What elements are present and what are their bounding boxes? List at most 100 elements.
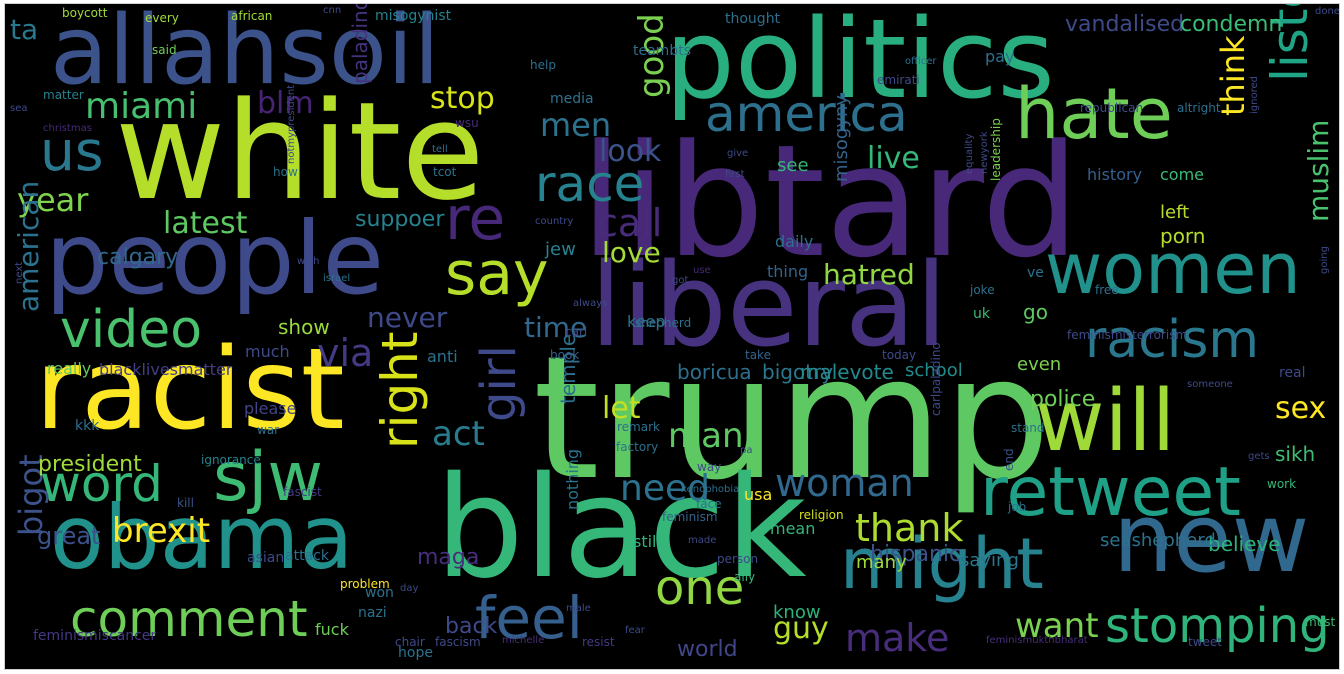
word-must: must	[1305, 615, 1336, 629]
word-person: person	[717, 552, 759, 566]
word-school: school	[905, 360, 963, 381]
word-police: police	[1030, 387, 1096, 412]
word-one: one	[655, 560, 745, 616]
word-fascism: fascism	[435, 635, 481, 649]
word-religion: religion	[799, 508, 844, 522]
word-mean: mean	[770, 519, 816, 538]
word-way: way	[697, 460, 722, 474]
word-great: great	[37, 522, 101, 550]
word-said: said	[152, 43, 177, 57]
word-ignored: ignored	[1249, 76, 1260, 114]
word-bigotry: bigotry	[762, 360, 834, 384]
word-carlpaladino: carlpaladino	[929, 342, 943, 416]
word-president: president	[38, 452, 142, 477]
word-thank: thank	[855, 506, 964, 550]
word-time: time	[524, 311, 588, 344]
word-woman: woman	[775, 461, 914, 505]
word-misogynist: misogynist	[375, 8, 452, 24]
word-stop: stop	[430, 81, 495, 116]
word-going: going	[1319, 246, 1330, 274]
word-say: say	[445, 239, 549, 309]
word-end: end	[1002, 448, 1016, 471]
word-seashepherd: seashepherd	[1100, 530, 1216, 551]
word-xenophobia: xenophobia	[681, 484, 740, 495]
word-won: won	[365, 585, 394, 601]
word-still: still	[633, 532, 661, 551]
word-michelle: michelle	[502, 635, 545, 646]
word-fascist: fascist	[283, 485, 322, 499]
word-carl: carl	[565, 325, 588, 339]
word-muslim: muslim	[1302, 119, 1335, 222]
word-vandalised: vandalised	[1065, 12, 1185, 37]
word-right: right	[371, 331, 429, 449]
word-let: let	[602, 391, 641, 426]
word-equality: equality	[964, 133, 975, 174]
word-cloud: trump libtard white black politics liberal rac…	[4, 3, 1340, 670]
word-race: race	[535, 155, 645, 213]
word-blacklivesmatter: blacklivesmatter	[99, 360, 233, 379]
word-back: back	[445, 614, 498, 639]
word-sea: sea	[10, 103, 28, 114]
word-word: word	[40, 455, 163, 513]
word-never: never	[367, 301, 448, 334]
word-nothing: nothing	[563, 448, 582, 510]
word-kill: kill	[177, 496, 194, 510]
word-how: how	[273, 165, 298, 179]
word-via: via	[317, 331, 374, 375]
word-trump: trump	[533, 320, 1051, 518]
word-today: today	[882, 348, 917, 362]
word-retweet: retweet	[980, 453, 1241, 532]
word-condemn: condemn	[1180, 12, 1283, 37]
word-obama: obama	[50, 486, 354, 589]
word-saying: saying	[960, 550, 1019, 571]
word-made: made	[688, 535, 717, 546]
word-country: country	[535, 216, 574, 227]
word-factory: factory	[616, 440, 659, 454]
word-attack: attack	[285, 548, 329, 564]
word-history: history	[1087, 165, 1143, 184]
word-jew: jew	[545, 239, 576, 260]
word-got: got	[672, 275, 689, 286]
word-world: world	[677, 637, 738, 662]
word-kkk: kkk	[75, 418, 100, 434]
word-feminismiscancer: feminismiscancer	[33, 628, 157, 644]
word-american: american	[12, 180, 45, 312]
word-hispanic: hispanic	[870, 542, 962, 567]
word-really: really	[47, 359, 92, 378]
word-media: media	[550, 91, 594, 107]
word-might: might	[840, 523, 1044, 605]
word-fear: fear	[625, 625, 645, 636]
word-nazi: nazi	[358, 605, 387, 621]
word-gets: gets	[1248, 451, 1270, 462]
word-women: women	[1045, 228, 1301, 310]
word-much: much	[245, 342, 290, 361]
word-christmas: christmas	[43, 123, 92, 134]
word-work: work	[1267, 477, 1297, 491]
word-first: first	[725, 169, 745, 180]
word-think: think	[1214, 35, 1252, 116]
word-love: love	[602, 236, 661, 269]
word-racism: racism	[1085, 310, 1260, 370]
word-us: us	[40, 119, 104, 183]
word-paladino: paladino	[348, 3, 372, 84]
word-know: know	[773, 602, 821, 623]
word-always: always	[573, 298, 608, 309]
word-tcot: tcot	[433, 165, 457, 179]
word-re: re	[445, 184, 506, 254]
word-tweet: tweet	[1188, 635, 1222, 649]
word-stomping: stomping	[1105, 598, 1330, 654]
word-feminismukthbharat: feminismukthbharat	[986, 635, 1088, 646]
word-men: men	[540, 106, 612, 144]
word-new: new	[1113, 484, 1310, 594]
word-sikh: sikh	[1275, 442, 1316, 466]
word-girl: girl	[471, 345, 527, 422]
word-see: see	[777, 155, 809, 176]
word-altright: altright	[1177, 101, 1221, 115]
word-libtard: libtard	[580, 111, 1080, 292]
word-resist: resist	[582, 635, 615, 649]
word-left: left	[1160, 202, 1190, 223]
word-next: next	[14, 261, 25, 284]
word-asian: asian	[247, 550, 285, 566]
word-give: give	[727, 148, 749, 159]
